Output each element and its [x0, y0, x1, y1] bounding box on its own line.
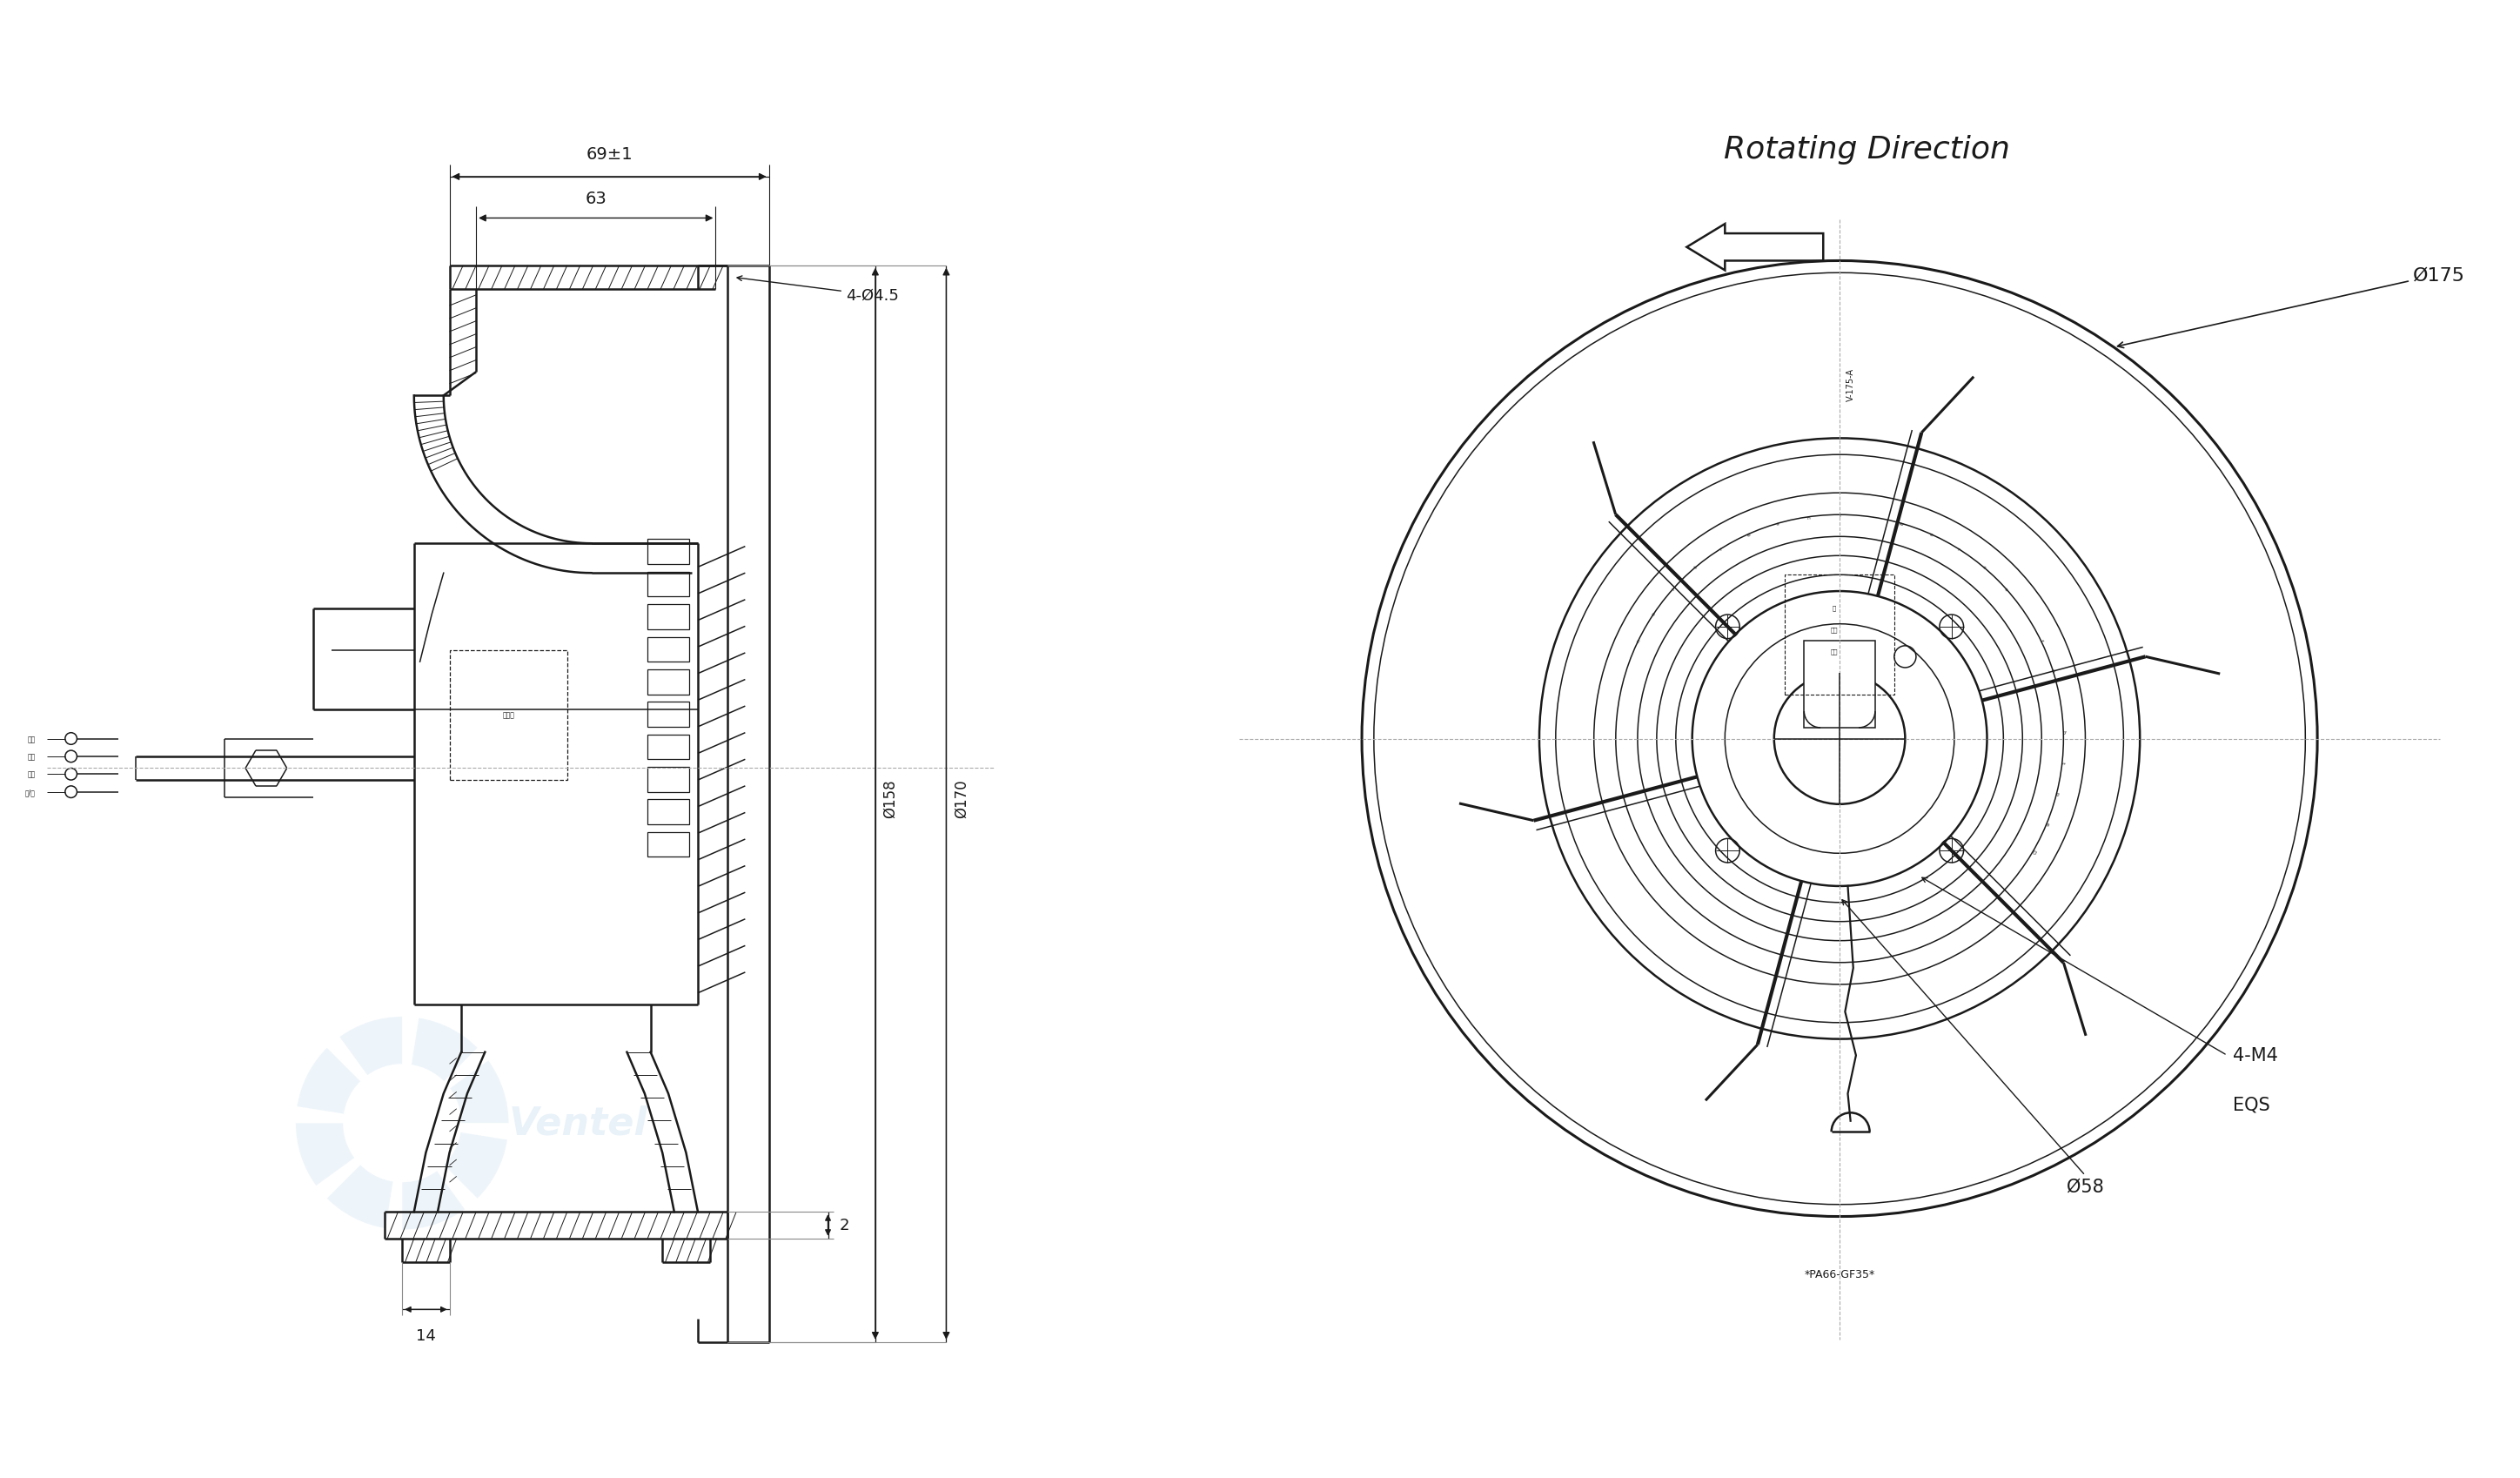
- Text: Ø158: Ø158: [882, 779, 897, 817]
- Text: 69±1: 69±1: [585, 146, 633, 163]
- Text: Ventel: Ventel: [509, 1104, 648, 1142]
- Text: 黑蓝: 黑蓝: [28, 735, 35, 743]
- Text: e: e: [2044, 820, 2049, 825]
- Text: o: o: [1651, 612, 1656, 616]
- Text: 接线: 接线: [1830, 649, 1837, 655]
- Bar: [648, 767, 688, 792]
- Text: p: p: [2054, 791, 2059, 795]
- Text: s: s: [2003, 587, 2008, 591]
- Text: 粉: 粉: [1832, 605, 1837, 610]
- Text: t: t: [1693, 565, 1698, 571]
- Wedge shape: [411, 1018, 476, 1082]
- Wedge shape: [328, 1165, 393, 1228]
- Bar: [449, 650, 567, 780]
- Text: 14: 14: [416, 1327, 436, 1344]
- Text: 黄/绿: 黄/绿: [25, 788, 35, 797]
- Text: e: e: [1928, 532, 1933, 537]
- Text: 规格: 规格: [1830, 627, 1837, 633]
- FancyArrow shape: [1686, 225, 1822, 270]
- Bar: [648, 670, 688, 695]
- Bar: [648, 832, 688, 857]
- Bar: [1784, 575, 1895, 695]
- Text: EQS: EQS: [2233, 1097, 2271, 1113]
- Text: Ø175: Ø175: [2117, 266, 2465, 349]
- Text: i: i: [1671, 587, 1676, 591]
- Text: V-175-A: V-175-A: [1847, 368, 1855, 401]
- Wedge shape: [403, 1171, 464, 1230]
- Bar: [648, 572, 688, 597]
- Text: Rotating Direction: Rotating Direction: [1724, 134, 2011, 164]
- Wedge shape: [340, 1017, 403, 1076]
- Text: Ø170: Ø170: [953, 779, 970, 817]
- Text: o: o: [2049, 668, 2056, 672]
- Text: r: r: [1956, 547, 1961, 551]
- Wedge shape: [444, 1132, 507, 1199]
- Text: w: w: [1898, 522, 1905, 526]
- Text: *PA66-GF35*: *PA66-GF35*: [1804, 1268, 1875, 1280]
- Text: n: n: [1807, 514, 1809, 520]
- Text: Ø58: Ø58: [2066, 1178, 2104, 1196]
- Text: 4-M4: 4-M4: [2233, 1046, 2278, 1064]
- Text: t: t: [2059, 761, 2064, 764]
- Text: 电容: 电容: [28, 770, 35, 779]
- Text: f: f: [2039, 638, 2044, 643]
- Text: r: r: [1719, 547, 1724, 551]
- Text: s: s: [1777, 522, 1779, 526]
- Text: 4-Ø4.5: 4-Ø4.5: [736, 276, 900, 303]
- Bar: [648, 702, 688, 727]
- Text: c: c: [1981, 565, 1986, 571]
- Text: 63: 63: [585, 191, 607, 207]
- Wedge shape: [295, 1123, 355, 1185]
- Text: e: e: [1746, 532, 1751, 537]
- Text: 令静运: 令静运: [501, 711, 514, 720]
- Bar: [648, 605, 688, 630]
- Wedge shape: [451, 1061, 509, 1123]
- Bar: [648, 800, 688, 825]
- Text: D: D: [2031, 848, 2036, 854]
- Bar: [648, 735, 688, 760]
- Text: 连接: 连接: [28, 752, 35, 761]
- Text: 2: 2: [839, 1218, 849, 1233]
- Text: h: h: [2061, 729, 2066, 733]
- Bar: [648, 539, 688, 565]
- Wedge shape: [297, 1048, 360, 1114]
- Text: n: n: [1635, 638, 1641, 643]
- Bar: [1804, 641, 1875, 729]
- Bar: [648, 637, 688, 662]
